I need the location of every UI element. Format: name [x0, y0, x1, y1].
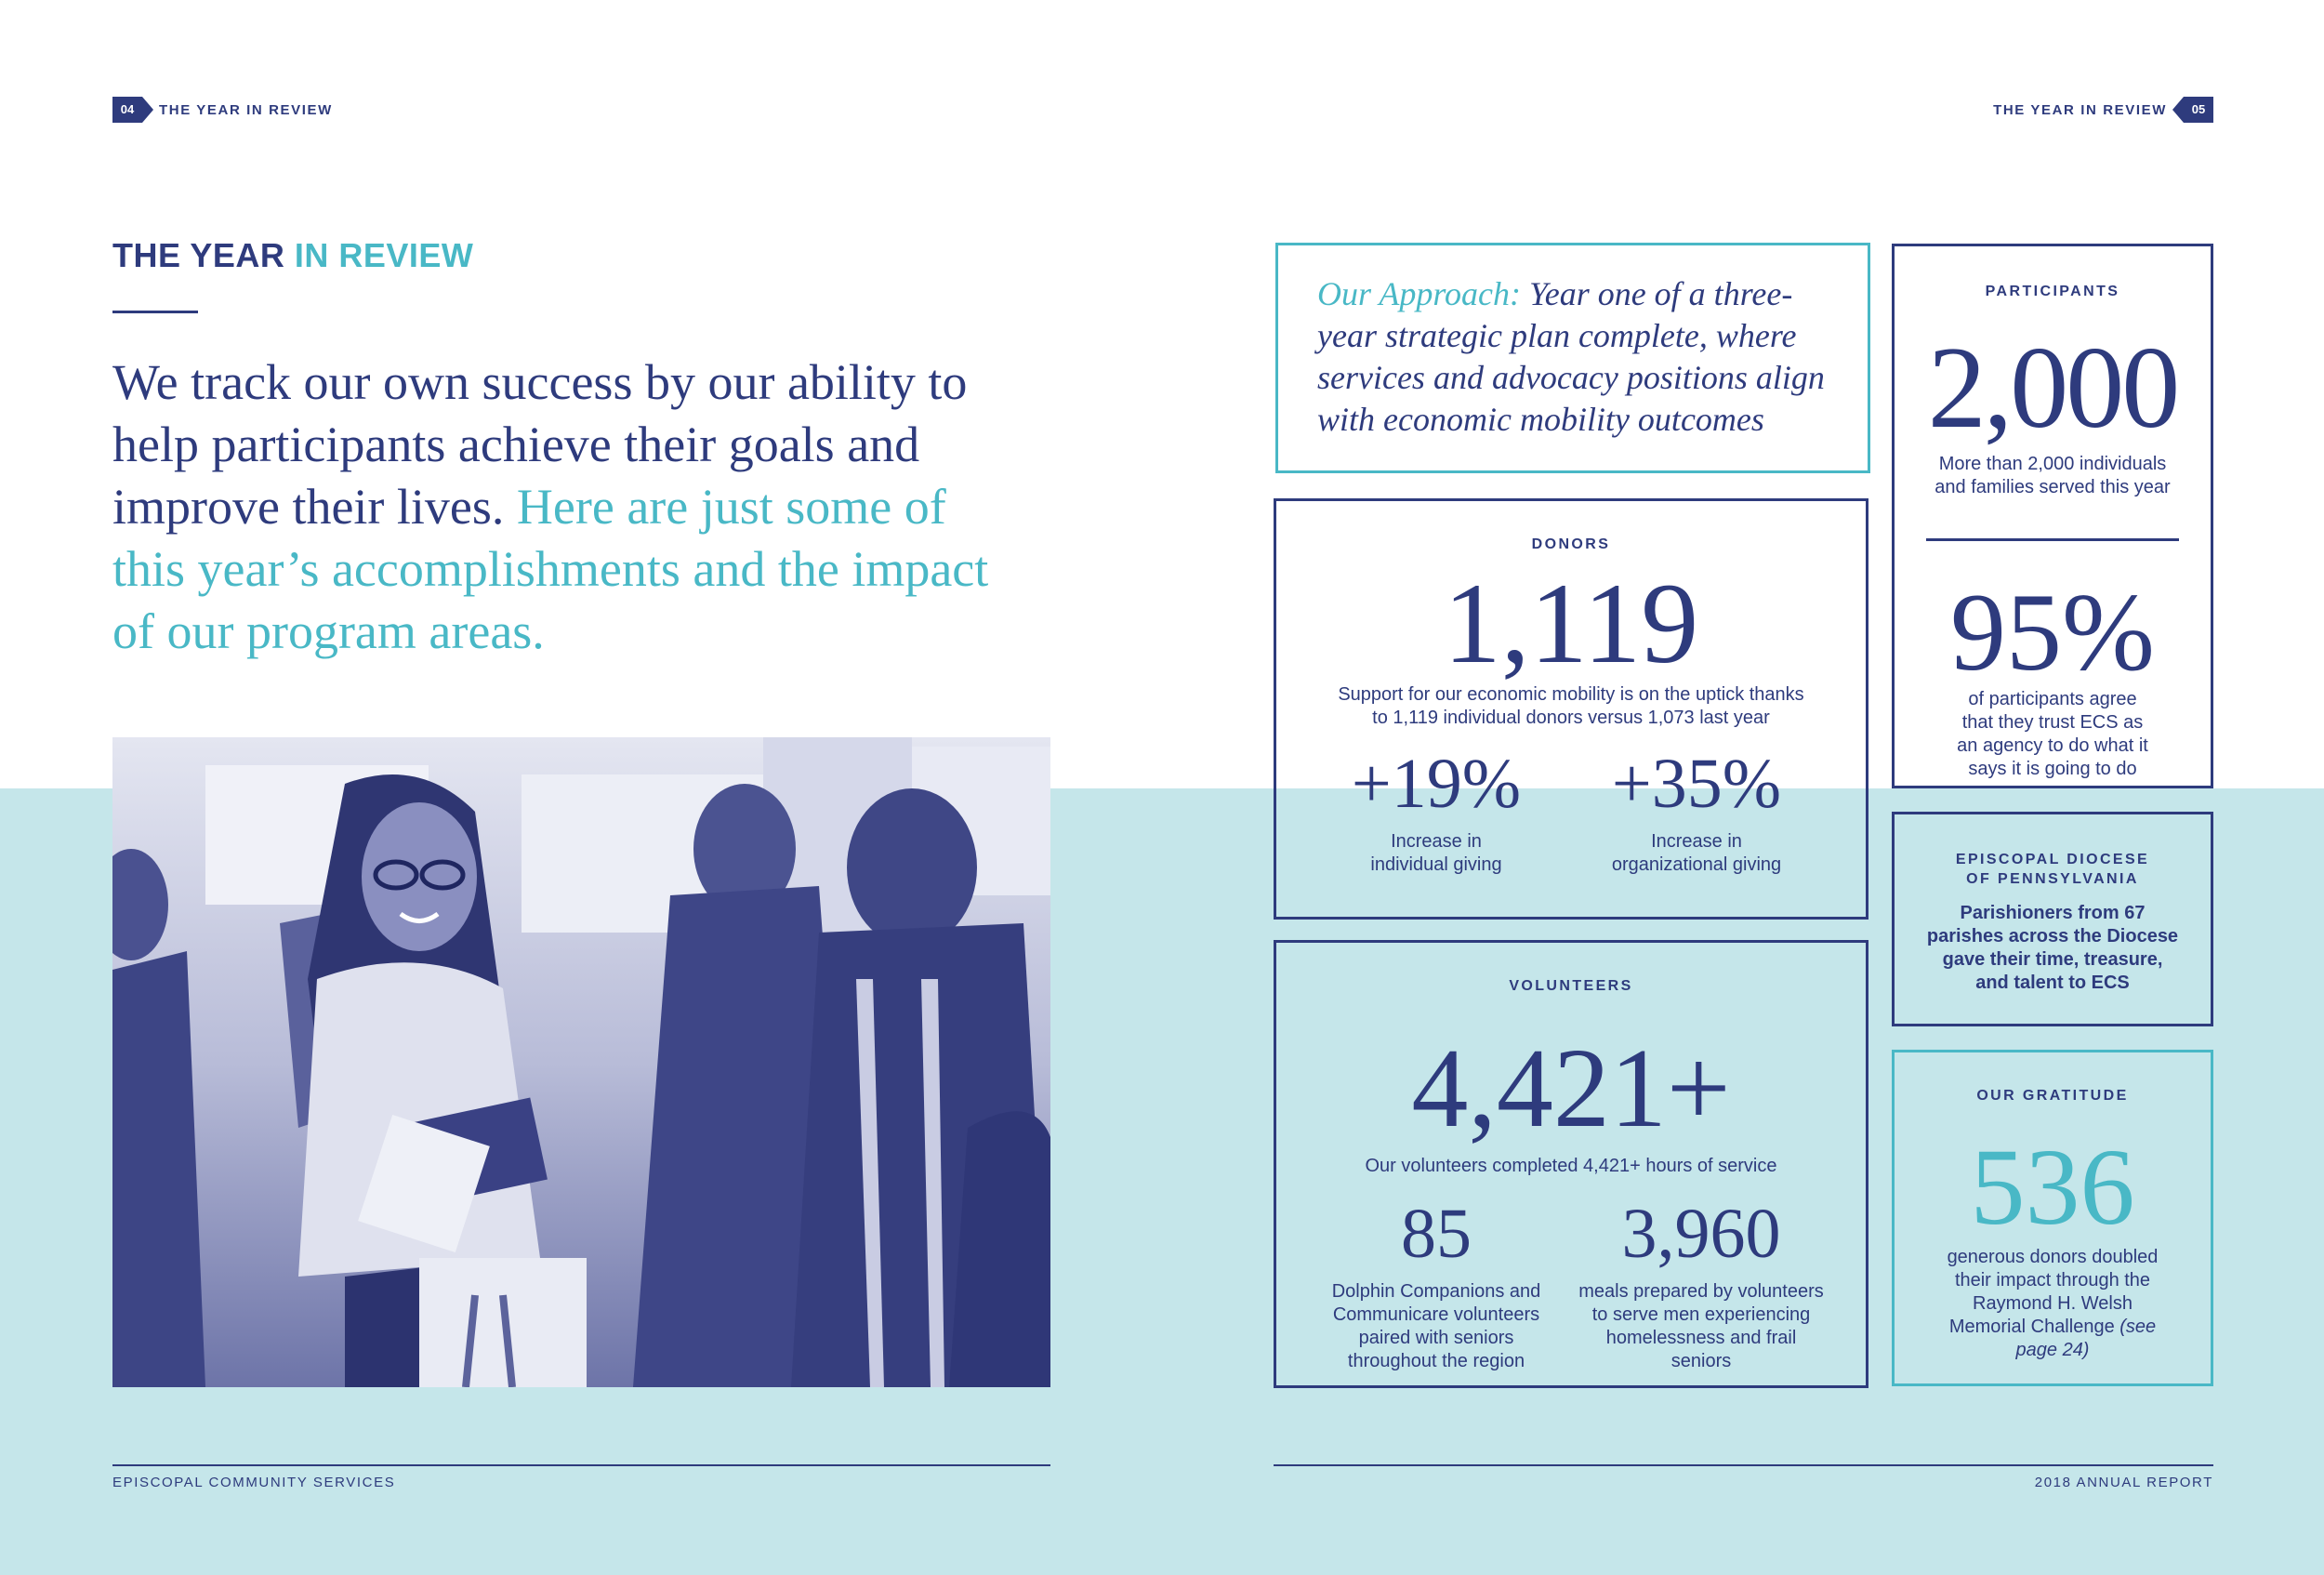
diocese-label: EPISCOPAL DIOCESE OF PENNSYLVANIA: [1955, 852, 2150, 887]
donors-organizational-stat: +35% Increase in organizational giving: [1576, 748, 1817, 877]
volunteers-desc: Our volunteers completed 4,421+ hours of…: [1365, 1156, 1777, 1176]
heading-rule: [112, 311, 198, 313]
heading-part2: IN REVIEW: [294, 236, 474, 274]
left-page-number: 04: [112, 97, 153, 123]
gratitude-count: 536: [1970, 1126, 2135, 1248]
right-page-header: THE YEAR IN REVIEW 05: [1993, 97, 2213, 123]
participants-box: PARTICIPANTS 2,000 More than 2,000 indiv…: [1892, 244, 2213, 788]
donors-desc: Support for our economic mobility is on …: [1338, 684, 1804, 728]
approach-label: Our Approach:: [1317, 275, 1521, 312]
footer-org-name: EPISCOPAL COMMUNITY SERVICES: [112, 1475, 396, 1490]
gratitude-desc: generous donors doubled their impact thr…: [1947, 1247, 2159, 1337]
participants-trust-percent: 95%: [1950, 570, 2155, 694]
gratitude-label: OUR GRATITUDE: [1976, 1088, 2129, 1104]
intro-paragraph: We track our own success by our ability …: [112, 351, 1005, 663]
volunteers-count: 4,421+: [1411, 1026, 1731, 1151]
gratitude-desc-wrap: generous donors doubled their impact thr…: [1941, 1246, 2164, 1362]
donors-count: 1,119: [1443, 560, 1699, 687]
volunteers-meals-stat: 3,960 meals prepared by volunteers to se…: [1576, 1198, 1827, 1373]
approach-text: Year one of a three-year strategic plan …: [1317, 275, 1825, 438]
diocese-desc: Parishioners from 67 parishes across the…: [1926, 903, 2179, 993]
volunteer-photo: [112, 737, 1050, 1387]
volunteers-meals-desc: meals prepared by volunteers to serve me…: [1578, 1281, 1824, 1371]
page-heading: THE YEAR IN REVIEW: [112, 236, 473, 275]
footer-report-title: 2018 ANNUAL REPORT: [2034, 1475, 2213, 1490]
volunteers-substats: 85 Dolphin Companions and Communicare vo…: [1276, 1198, 1866, 1373]
volunteers-meals-value: 3,960: [1621, 1195, 1781, 1273]
left-header-label: THE YEAR IN REVIEW: [159, 101, 333, 118]
participants-count: 2,000: [1927, 324, 2181, 453]
approach-box: Our Approach: Year one of a three-year s…: [1275, 243, 1870, 473]
right-footer-rule: [1274, 1464, 2213, 1466]
donors-individual-value: +19%: [1351, 745, 1522, 823]
volunteers-companions-stat: 85 Dolphin Companions and Communicare vo…: [1315, 1198, 1557, 1373]
intro-part1: We track our own success by our ability …: [112, 354, 968, 535]
participants-divider: [1926, 538, 2179, 541]
donors-organizational-desc: Increase in organizational giving: [1611, 831, 1782, 875]
volunteers-label: VOLUNTEERS: [1509, 978, 1633, 994]
participants-trust-desc: of participants agree that they trust EC…: [1957, 689, 2148, 779]
left-page-header: 04 THE YEAR IN REVIEW: [112, 97, 333, 123]
volunteers-companions-desc: Dolphin Companions and Communicare volun…: [1331, 1281, 1541, 1371]
intro-part2: Here are just some of this year’s accomp…: [112, 479, 989, 659]
gratitude-box: OUR GRATITUDE 536 generous donors double…: [1892, 1050, 2213, 1386]
right-page-number: 05: [2172, 97, 2213, 123]
participants-count-desc: More than 2,000 individuals and families…: [1934, 454, 2171, 497]
donors-substats: +19% Increase in individual giving +35% …: [1276, 748, 1866, 877]
heading-part1: THE YEAR: [112, 236, 285, 274]
gratitude-note: (see page 24): [2015, 1317, 2157, 1360]
donors-box: DONORS 1,119 Support for our economic mo…: [1274, 498, 1868, 920]
donors-organizational-value: +35%: [1611, 745, 1782, 823]
participants-label: PARTICIPANTS: [1985, 284, 2120, 299]
right-header-label: THE YEAR IN REVIEW: [1993, 101, 2167, 118]
volunteers-box: VOLUNTEERS 4,421+ Our volunteers complet…: [1274, 940, 1868, 1388]
diocese-box: EPISCOPAL DIOCESE OF PENNSYLVANIA Parish…: [1892, 812, 2213, 1026]
left-footer-rule: [112, 1464, 1050, 1466]
volunteers-companions-value: 85: [1401, 1195, 1472, 1273]
donors-individual-desc: Increase in individual giving: [1370, 831, 1502, 875]
donors-label: DONORS: [1531, 536, 1611, 552]
donors-individual-stat: +19% Increase in individual giving: [1325, 748, 1548, 877]
